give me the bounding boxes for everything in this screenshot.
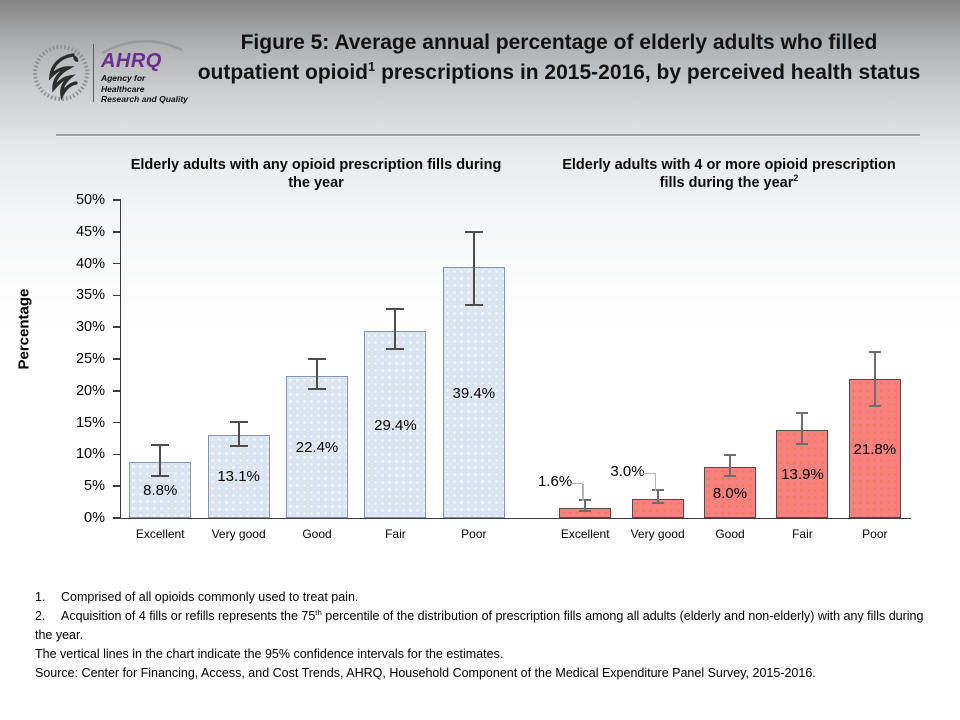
bar-slot: 3.0% Very good <box>610 200 693 541</box>
footnotes: 1. Comprised of all opioids commonly used… <box>35 588 935 683</box>
y-tick-mark <box>113 231 121 233</box>
bar-slot: 22.4% Good <box>278 200 356 541</box>
bar-group-four-plus-fills: 1.6% Excellent 3.0% Very good 8.0% Good 13.9% F… <box>538 200 911 541</box>
bar-slot: 39.4% Poor <box>435 200 513 541</box>
data-label: 39.4% <box>452 384 496 402</box>
y-tick-label: 25% <box>75 351 105 367</box>
y-tick-mark <box>113 390 121 392</box>
x-axis-label: Good <box>302 527 332 541</box>
bar-slot: 8.0% Good <box>694 200 766 541</box>
footnote-confidence-interval: The vertical lines in the chart indicate… <box>35 647 504 661</box>
header-logo: AHRQ Agency for Healthcare Research and … <box>33 37 189 109</box>
data-label: 13.9% <box>781 465 824 483</box>
x-axis-label: Good <box>715 527 745 541</box>
y-tick-label: 35% <box>75 287 105 304</box>
bar-slot: 29.4% Fair <box>356 200 434 541</box>
y-tick-label: 0% <box>84 510 105 526</box>
y-tick-label: 50% <box>75 192 105 208</box>
y-tick-label: 5% <box>84 478 105 495</box>
label-leader-line <box>654 474 657 492</box>
x-axis-label: Poor <box>461 527 487 541</box>
plot-area: 0% 5% 10% 15% 20% 25% 30% 35% 40% 45% 50% 8.8% Excel… <box>76 192 911 541</box>
error-bar <box>796 412 809 445</box>
data-label: 3.0% <box>610 463 645 481</box>
data-label: 8.8% <box>143 482 178 500</box>
hhs-eagle-icon <box>33 45 89 101</box>
y-tick-label: 20% <box>75 382 105 399</box>
footnote-1: 1. Comprised of all opioids commonly used… <box>35 590 359 604</box>
y-tick-mark <box>113 453 121 456</box>
bar-slot: 13.9% Fair <box>766 200 838 541</box>
label-leader-line <box>582 484 584 502</box>
bar-poor <box>442 267 505 518</box>
y-tick-label: 30% <box>75 319 105 336</box>
bar-very-good <box>631 498 684 518</box>
x-axis-label: Excellent <box>135 527 185 541</box>
y-tick-mark <box>113 262 121 265</box>
label-leader-line <box>570 482 584 485</box>
error-bar <box>308 358 327 391</box>
figure-title-text-2: prescriptions in 2015-2016, by perceived… <box>375 60 921 84</box>
title-superscript: 1 <box>367 58 376 74</box>
bar-slot: 21.8% Poor <box>839 200 911 541</box>
error-bar <box>651 489 664 505</box>
bar-group-any-fills: 8.8% Excellent 13.1% Very good 22.4% Good 29.4… <box>121 200 513 541</box>
y-tick-label: 40% <box>75 255 105 272</box>
x-axis-label: Fair <box>385 527 406 541</box>
x-axis-label: Very good <box>630 527 685 541</box>
y-tick-mark <box>113 326 121 328</box>
error-bar <box>868 351 881 407</box>
data-label: 8.0% <box>712 484 748 502</box>
x-axis-label: Poor <box>862 527 888 541</box>
y-tick-label: 15% <box>75 414 105 431</box>
error-bar <box>151 444 170 478</box>
footnote-2: 2. Acquisition of 4 fills or refills repr… <box>35 607 924 642</box>
error-bar <box>386 307 405 351</box>
y-tick-mark <box>113 517 121 519</box>
data-label: 29.4% <box>374 416 417 434</box>
header-divider <box>56 134 920 137</box>
bar-slot: 8.8% Excellent <box>121 200 199 541</box>
data-label: 21.8% <box>853 440 897 458</box>
bar-good <box>286 375 349 518</box>
data-label: 13.1% <box>217 468 260 486</box>
y-tick-mark <box>113 358 121 360</box>
bar-very-good <box>207 434 270 518</box>
ahrq-arc-icon <box>101 40 183 55</box>
data-label: 22.4% <box>295 438 339 456</box>
error-bar <box>724 454 737 478</box>
data-label: 1.6% <box>538 473 573 491</box>
ahrq-wordmark: AHRQ <box>100 50 162 73</box>
footnote-source: Source: Center for Financing, Access, an… <box>35 666 816 680</box>
ahrq-tagline-line1: Agency for Healthcare <box>100 73 146 94</box>
y-tick-label: 45% <box>75 223 105 240</box>
error-bar <box>464 231 483 307</box>
error-bar <box>229 421 248 447</box>
bar-slot: 13.1% Very good <box>199 200 277 541</box>
error-bar <box>579 499 592 513</box>
figure-title-text: Figure 5: Average annual percentage of e… <box>197 31 878 84</box>
chart-subtitle-any-fills: Elderly adults with any opioid prescript… <box>130 157 502 192</box>
figure-title: Figure 5: Average annual percentage of e… <box>188 28 930 88</box>
x-axis-label: Excellent <box>560 527 610 541</box>
y-tick-mark <box>113 199 121 201</box>
bar-slot: 1.6% Excellent <box>538 200 621 541</box>
y-tick-mark <box>113 294 121 297</box>
x-axis-label: Fair <box>792 527 813 541</box>
ahrq-tagline-line2: Research and Quality <box>100 94 188 105</box>
y-tick-mark <box>113 485 121 487</box>
y-axis-title: Percentage <box>15 288 33 369</box>
x-axis-label: Very good <box>211 527 266 541</box>
logo-divider <box>93 44 94 102</box>
chart-subtitle-four-plus-fills: Elderly adults with 4 or more opioid pre… <box>562 157 896 192</box>
y-tick-mark <box>113 421 121 424</box>
bar-fair <box>364 331 427 518</box>
y-tick-label: 10% <box>75 446 105 463</box>
label-leader-line <box>642 472 656 475</box>
